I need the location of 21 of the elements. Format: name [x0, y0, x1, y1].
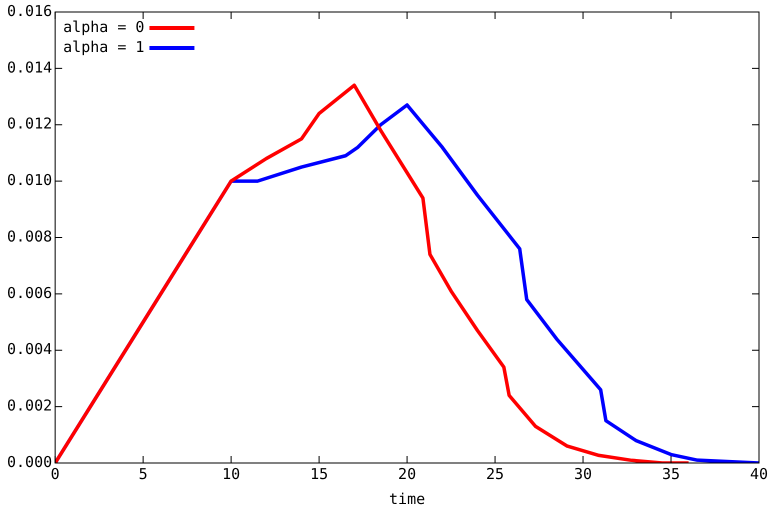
y-tick-label: 0.006	[7, 284, 52, 302]
x-tick-label: 30	[574, 464, 592, 483]
x-tick-label: 40	[750, 464, 768, 483]
y-tick-label: 0.014	[7, 58, 52, 76]
x-axis-title: time	[389, 490, 426, 508]
legend-label: alpha = 1	[63, 38, 144, 56]
y-tick-label: 0.002	[7, 396, 52, 415]
x-tick-label: 35	[662, 464, 680, 483]
x-tick-label: 5	[138, 464, 148, 483]
y-tick-label: 0.008	[7, 227, 52, 246]
y-tick-label: 0.000	[7, 452, 52, 471]
y-tick-label: 0.010	[7, 171, 52, 190]
y-tick-label: 0.012	[7, 114, 52, 133]
legend-label: alpha = 0	[63, 18, 144, 36]
y-tick-label: 0.004	[7, 340, 52, 358]
y-tick-label: 0.016	[7, 2, 52, 20]
x-tick-label: 0	[50, 464, 60, 483]
x-tick-label: 25	[486, 464, 504, 483]
x-tick-label: 15	[310, 464, 328, 483]
x-tick-label: 20	[398, 464, 416, 483]
x-tick-label: 10	[222, 464, 240, 483]
